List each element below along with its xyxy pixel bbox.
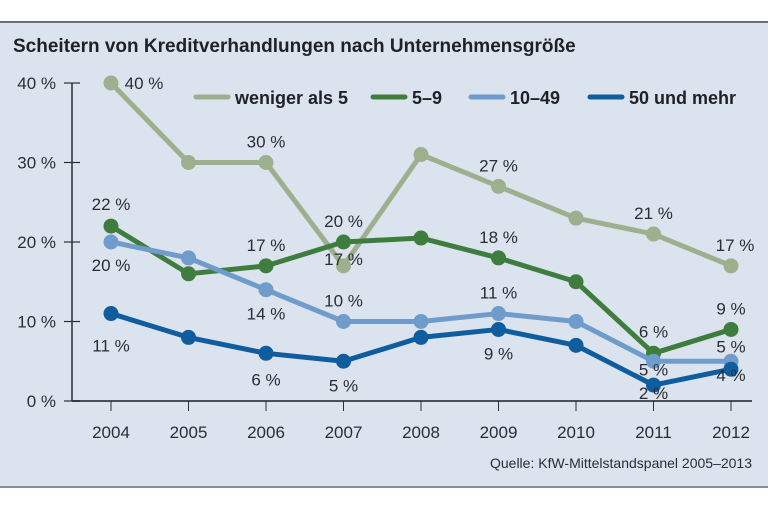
data-label: 9 % — [484, 344, 513, 363]
data-label: 20 % — [324, 212, 363, 231]
x-tick-label: 2004 — [92, 423, 130, 442]
data-point — [103, 218, 119, 234]
data-point — [646, 377, 661, 393]
x-tick-label: 2007 — [325, 423, 363, 442]
data-label: 10 % — [324, 292, 363, 311]
data-label: 11 % — [480, 284, 518, 303]
data-label: 20 % — [92, 256, 131, 275]
data-label: 22 % — [92, 195, 131, 214]
data-point — [568, 210, 584, 226]
data-label: 17 % — [716, 236, 755, 255]
data-point — [568, 337, 584, 353]
y-tick-label: 0 % — [27, 392, 56, 411]
data-label: 5 % — [716, 337, 745, 356]
data-point — [103, 234, 119, 250]
data-point — [181, 266, 196, 282]
source-note: Quelle: KfW-Mittelstandspanel 2005–2013 — [490, 455, 752, 471]
data-label: 5 % — [329, 376, 358, 395]
data-point — [103, 75, 119, 91]
data-point — [413, 329, 429, 345]
data-point — [491, 321, 506, 337]
y-tick-label: 10 % — [17, 313, 56, 332]
x-tick-label: 2012 — [712, 423, 750, 442]
x-tick-label: 2005 — [170, 423, 208, 442]
data-point — [491, 306, 506, 322]
legend-label: 10–49 — [510, 88, 560, 108]
axes: 0 % 10 % 20 % 30 % 40 % 2004 2005 2006 2007 2008 2… — [17, 74, 752, 442]
legend: weniger als 5 5–9 10–49 50 und mehr — [193, 88, 736, 108]
data-point — [413, 230, 429, 246]
data-point — [181, 155, 196, 170]
chart-title: Scheitern von Kreditverhandlungen nach U… — [13, 36, 576, 57]
data-label: 21 % — [634, 204, 673, 223]
data-label: 6 % — [639, 322, 668, 341]
data-label: 4 % — [716, 366, 745, 385]
data-point — [258, 258, 274, 274]
data-point — [258, 282, 274, 298]
data-point — [336, 314, 351, 329]
data-point — [413, 314, 429, 329]
x-tick-label: 2006 — [247, 423, 285, 442]
data-point — [181, 250, 196, 266]
data-label: 5 % — [639, 360, 668, 379]
data-point — [413, 147, 429, 163]
x-tick-label: 2010 — [557, 423, 595, 442]
x-tick-label: 2008 — [402, 423, 440, 442]
data-label: 11 % — [92, 337, 130, 356]
data-label: 2 % — [639, 384, 668, 403]
y-tick-label: 20 % — [17, 233, 56, 252]
data-label: 27 % — [479, 156, 518, 175]
data-point — [491, 178, 506, 194]
y-tick-label: 40 % — [17, 74, 56, 93]
data-point — [723, 361, 739, 377]
data-point — [646, 226, 661, 242]
data-label: 9 % — [716, 299, 745, 318]
data-point — [258, 155, 274, 170]
data-point — [258, 345, 274, 361]
data-point — [568, 274, 584, 290]
legend-label: 5–9 — [412, 88, 442, 108]
x-tick-label: 2011 — [635, 423, 672, 442]
series-group — [103, 75, 739, 393]
x-tick-label: 2009 — [480, 423, 518, 442]
legend-label: 50 und mehr — [629, 88, 736, 108]
data-point — [723, 321, 739, 337]
data-point — [723, 258, 739, 274]
data-label: 30 % — [247, 133, 286, 152]
y-tick-label: 30 % — [17, 154, 56, 173]
data-point — [336, 258, 351, 274]
data-label: 17 % — [324, 250, 363, 269]
data-label: 14 % — [247, 305, 286, 324]
data-label: 40 % — [125, 74, 164, 93]
data-label: 17 % — [247, 236, 286, 255]
data-labels: 40 % 30 % 17 % 27 % 21 % 17 % 22 % 17 % 20 % 18 %… — [92, 74, 755, 403]
data-point — [336, 353, 351, 369]
data-point — [646, 353, 661, 369]
data-point — [568, 314, 584, 329]
data-label: 6 % — [251, 370, 280, 389]
data-point — [491, 250, 506, 266]
data-point — [336, 234, 351, 250]
data-label: 18 % — [479, 228, 518, 247]
legend-label: weniger als 5 — [234, 88, 348, 108]
data-point — [181, 329, 196, 345]
data-point — [103, 306, 119, 322]
